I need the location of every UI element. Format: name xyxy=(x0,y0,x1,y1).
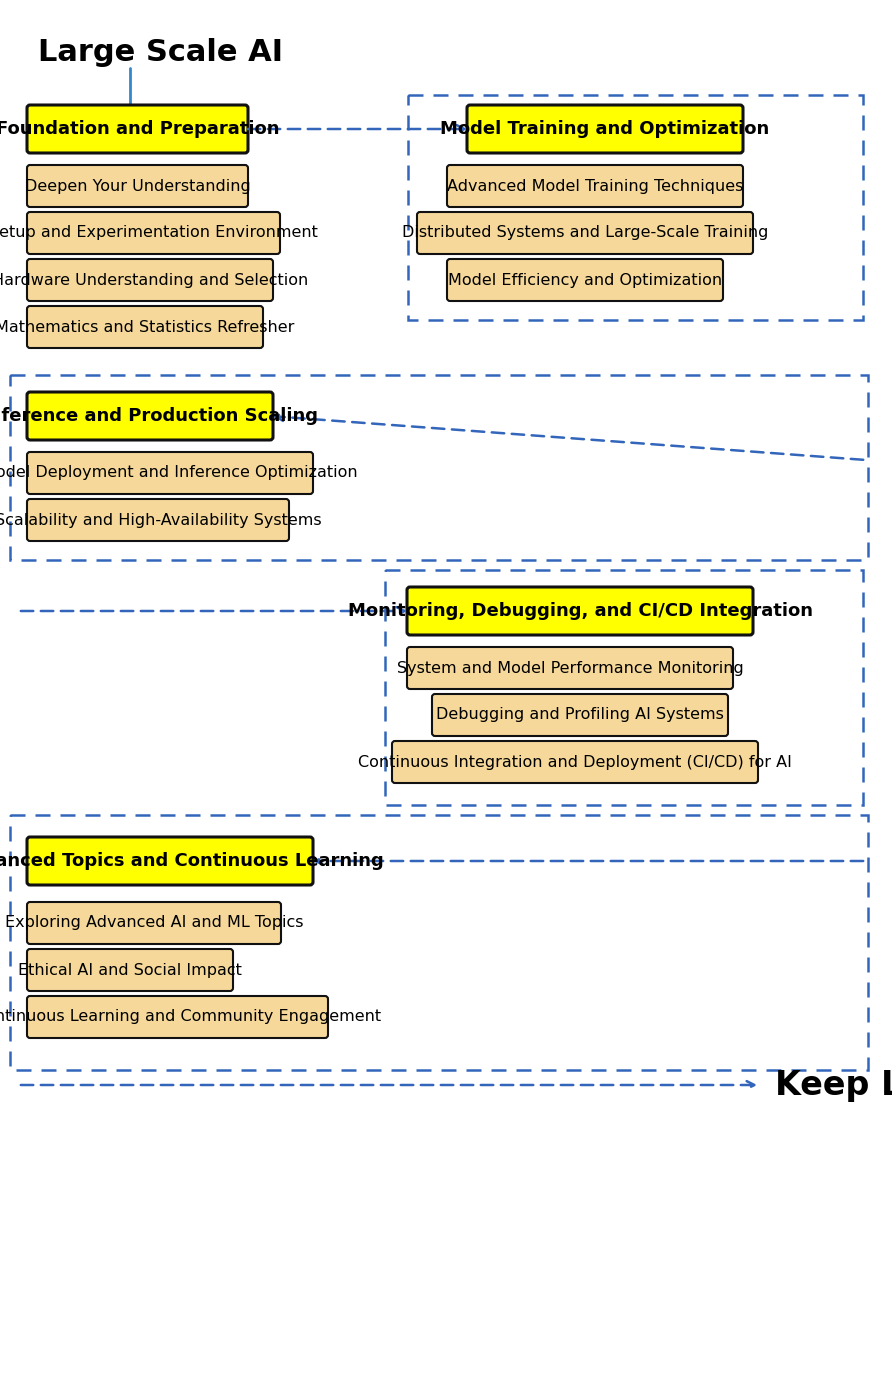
Text: Deepen Your Understanding: Deepen Your Understanding xyxy=(25,178,251,194)
Text: Monitoring, Debugging, and CI/CD Integration: Monitoring, Debugging, and CI/CD Integra… xyxy=(348,601,813,621)
Text: Ethical AI and Social Impact: Ethical AI and Social Impact xyxy=(18,962,242,978)
FancyBboxPatch shape xyxy=(417,211,753,254)
Text: Hardware Understanding and Selection: Hardware Understanding and Selection xyxy=(0,272,308,287)
Text: Exploring Advanced AI and ML Topics: Exploring Advanced AI and ML Topics xyxy=(4,916,303,931)
Text: Advanced Model Training Techniques: Advanced Model Training Techniques xyxy=(447,178,743,194)
FancyBboxPatch shape xyxy=(27,165,248,207)
FancyBboxPatch shape xyxy=(392,741,758,783)
FancyBboxPatch shape xyxy=(432,693,728,736)
Bar xyxy=(10,816,868,1070)
Text: Large Scale AI: Large Scale AI xyxy=(38,38,283,67)
FancyBboxPatch shape xyxy=(447,165,743,207)
Text: Foundation and Preparation: Foundation and Preparation xyxy=(0,119,279,139)
Bar xyxy=(10,375,868,560)
Text: System and Model Performance Monitoring: System and Model Performance Monitoring xyxy=(397,660,743,676)
Text: Scalability and High-Availability Systems: Scalability and High-Availability System… xyxy=(0,512,321,527)
FancyBboxPatch shape xyxy=(27,393,273,439)
Text: Mathematics and Statistics Refresher: Mathematics and Statistics Refresher xyxy=(0,320,294,335)
Text: Continuous Learning and Community Engagement: Continuous Learning and Community Engage… xyxy=(0,1009,381,1024)
FancyBboxPatch shape xyxy=(27,949,233,991)
FancyBboxPatch shape xyxy=(27,306,263,347)
Text: Model Efficiency and Optimization: Model Efficiency and Optimization xyxy=(448,272,722,287)
FancyBboxPatch shape xyxy=(27,452,313,494)
Text: Model Deployment and Inference Optimization: Model Deployment and Inference Optimizat… xyxy=(0,465,358,481)
Text: Model Training and Optimization: Model Training and Optimization xyxy=(441,119,770,139)
Bar xyxy=(408,95,863,320)
Bar xyxy=(385,570,863,805)
FancyBboxPatch shape xyxy=(27,902,281,945)
Text: Advanced Topics and Continuous Learning: Advanced Topics and Continuous Learning xyxy=(0,853,384,870)
FancyBboxPatch shape xyxy=(27,498,289,541)
FancyBboxPatch shape xyxy=(407,588,753,634)
FancyBboxPatch shape xyxy=(467,104,743,152)
Text: Keep Learning ...: Keep Learning ... xyxy=(775,1068,892,1101)
FancyBboxPatch shape xyxy=(27,995,328,1038)
FancyBboxPatch shape xyxy=(447,259,723,301)
Text: Debugging and Profiling AI Systems: Debugging and Profiling AI Systems xyxy=(436,707,724,722)
Text: Distributed Systems and Large-Scale Training: Distributed Systems and Large-Scale Trai… xyxy=(401,225,768,240)
FancyBboxPatch shape xyxy=(27,104,248,152)
Text: Inference and Production Scaling: Inference and Production Scaling xyxy=(0,406,318,426)
Text: Continuous Integration and Deployment (CI/CD) for AI: Continuous Integration and Deployment (C… xyxy=(358,755,792,769)
Text: Setup and Experimentation Environment: Setup and Experimentation Environment xyxy=(0,225,318,240)
FancyBboxPatch shape xyxy=(27,259,273,301)
FancyBboxPatch shape xyxy=(27,838,313,886)
FancyBboxPatch shape xyxy=(27,211,280,254)
FancyBboxPatch shape xyxy=(407,647,733,689)
